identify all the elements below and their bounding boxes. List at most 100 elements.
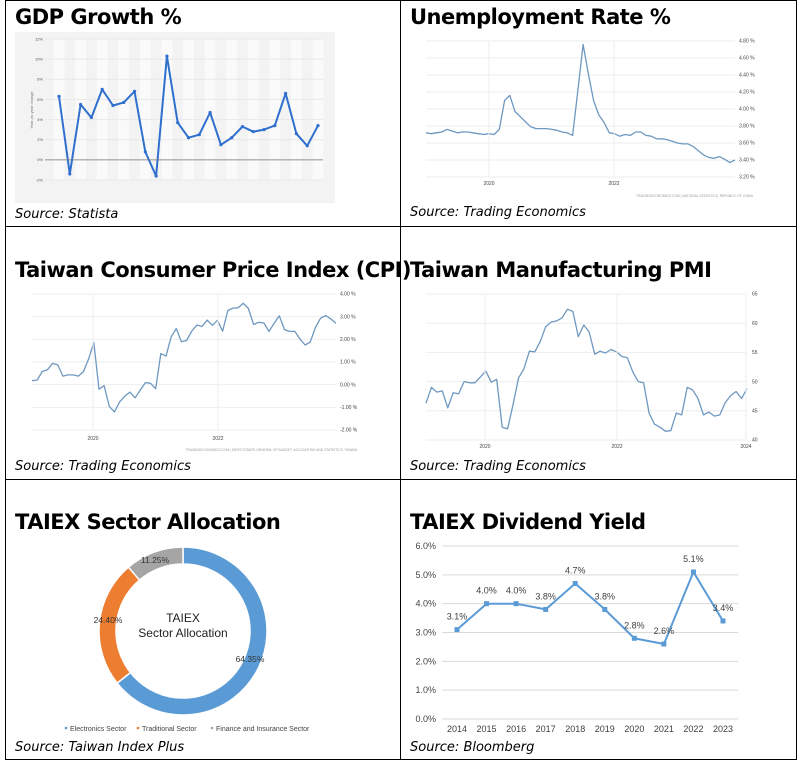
- pmi-xtick-label: 2022: [611, 444, 622, 450]
- div-data-label: 4.0%: [476, 586, 497, 596]
- div-data-point: [690, 569, 696, 575]
- unemp-xtick-label: 2020: [483, 181, 494, 187]
- unemp-series-line: [425, 43, 736, 164]
- pmi-ytick-label: 60: [752, 321, 758, 327]
- dividend-title: TAIEX Dividend Yield: [410, 510, 646, 534]
- div-xtick-label: 2021: [654, 724, 674, 734]
- cpi-credit: TRADINGECONOMICS.COM | DIRECTORATE-GENER…: [185, 448, 357, 452]
- div-data-point: [572, 580, 578, 586]
- gdp-data-point: [186, 136, 191, 140]
- gdp-ytick-label: 2%: [37, 137, 43, 142]
- pmi-ytick-label: 55: [752, 350, 758, 356]
- pmi-source: Source: Trading Economics: [410, 459, 586, 474]
- div-data-point: [602, 606, 608, 612]
- div-data-label: 3.8%: [535, 591, 556, 601]
- div-xtick-label: 2019: [595, 724, 615, 734]
- div-ytick-label: 4.0%: [415, 599, 436, 609]
- div-data-label: 4.0%: [506, 586, 527, 596]
- sector-slice-label: 24.40%: [94, 615, 123, 625]
- div-data-label: 5.1%: [683, 554, 704, 564]
- div-xtick-label: 2023: [713, 724, 733, 734]
- gdp-data-point: [208, 110, 212, 115]
- div-data-label: 2.8%: [624, 620, 645, 630]
- div-series-line: [456, 571, 724, 645]
- gdp-column-stripe: [183, 39, 194, 180]
- cpi-ytick-label: 2.00 %: [340, 337, 356, 343]
- sector-slice-label: 64.35%: [236, 654, 265, 664]
- sector-slice-label: 11.25%: [141, 555, 170, 565]
- unemp-ytick-label: 3.20 %: [739, 175, 755, 181]
- gdp-column-stripe: [96, 39, 108, 180]
- div-xtick-label: 2020: [624, 724, 644, 734]
- cpi-ytick-label: 1.00 %: [340, 360, 356, 366]
- div-ytick-label: 0.0%: [415, 714, 436, 724]
- dividend-source: Source: Bloomberg: [410, 740, 535, 755]
- unemp-ytick-label: 4.20 %: [739, 90, 755, 96]
- gdp-ytick-label: -2%: [36, 177, 44, 182]
- legend-swatch: [64, 726, 68, 730]
- div-ytick-label: 2.0%: [415, 656, 436, 666]
- sector-slice: [127, 546, 184, 582]
- legend-label: Traditional Sector: [142, 726, 197, 733]
- gdp-data-point: [316, 124, 320, 128]
- div-data-point: [543, 606, 549, 612]
- div-ytick-label: 3.0%: [415, 628, 436, 638]
- gdp-data-point: [197, 133, 201, 137]
- gdp-data-point: [176, 120, 180, 125]
- gdp-ytick-label: 8%: [37, 77, 43, 82]
- gdp-data-point: [240, 125, 245, 129]
- legend-swatch: [136, 726, 140, 730]
- div-xtick-label: 2014: [447, 724, 467, 734]
- pmi-xtick-label: 2020: [479, 444, 490, 450]
- gdp-ytick-label: 6%: [37, 97, 43, 102]
- div-xtick-label: 2017: [536, 724, 556, 734]
- unemp-ytick-label: 3.40 %: [739, 158, 755, 164]
- div-data-label: 2.6%: [654, 626, 675, 636]
- legend-label: Electronics Sector: [70, 726, 127, 733]
- div-ytick-label: 6.0%: [415, 541, 436, 551]
- gdp-data-point: [143, 150, 147, 154]
- div-data-point: [513, 601, 519, 607]
- panel-dividend: [400, 479, 797, 760]
- cpi-source: Source: Trading Economics: [15, 459, 191, 474]
- gdp-data-point: [122, 100, 126, 105]
- unemployment-title: Unemployment Rate %: [410, 5, 671, 29]
- cpi-ytick-label: 0.00 %: [340, 382, 356, 388]
- gdp-column-stripe: [247, 39, 259, 180]
- div-xtick-label: 2018: [565, 724, 585, 734]
- unemp-ytick-label: 4.60 %: [739, 56, 755, 62]
- gdp-data-point: [100, 87, 104, 91]
- div-data-point: [661, 641, 667, 647]
- sector-title: TAIEX Sector Allocation: [15, 510, 281, 534]
- gdp-data-point: [294, 132, 299, 136]
- sector-center-label: TAIEX: [166, 611, 200, 625]
- gdp-ytick-label: 0%: [37, 157, 43, 162]
- gdp-column-stripe: [291, 39, 302, 180]
- gdp-data-point: [111, 103, 115, 108]
- pmi-series-line: [425, 308, 748, 432]
- unemp-xtick-label: 2022: [608, 181, 619, 187]
- cpi-xtick-label: 2022: [212, 436, 223, 442]
- div-data-point: [454, 627, 460, 633]
- gdp-ytick-label: 12%: [35, 36, 43, 41]
- div-xtick-label: 2022: [683, 724, 703, 734]
- gdp-data-point: [165, 54, 169, 58]
- gdp-data-point: [132, 89, 137, 93]
- gdp-ytick-label: 4%: [37, 117, 43, 122]
- pmi-ytick-label: 40: [752, 438, 758, 444]
- gdp-column-stripe: [204, 39, 216, 180]
- gdp-data-point: [305, 144, 309, 148]
- gdp-data-point: [57, 94, 61, 99]
- sector-slice: [98, 566, 141, 685]
- sector-slice: [116, 546, 268, 716]
- unemp-credit: TRADINGECONOMICS.COM | NATIONAL STATISTI…: [636, 194, 754, 198]
- gdp-ytick-label: 10%: [35, 56, 43, 61]
- cpi-ytick-label: 4.00 %: [340, 292, 356, 298]
- gdp-data-point: [284, 91, 288, 95]
- gdp-source: Source: Statista: [15, 207, 119, 222]
- gdp-data-point: [251, 130, 255, 134]
- pmi-title: Taiwan Manufacturing PMI: [410, 258, 712, 282]
- gdp-data-point: [89, 115, 93, 120]
- gdp-column-stripe: [139, 39, 151, 180]
- pmi-ytick-label: 45: [752, 408, 758, 414]
